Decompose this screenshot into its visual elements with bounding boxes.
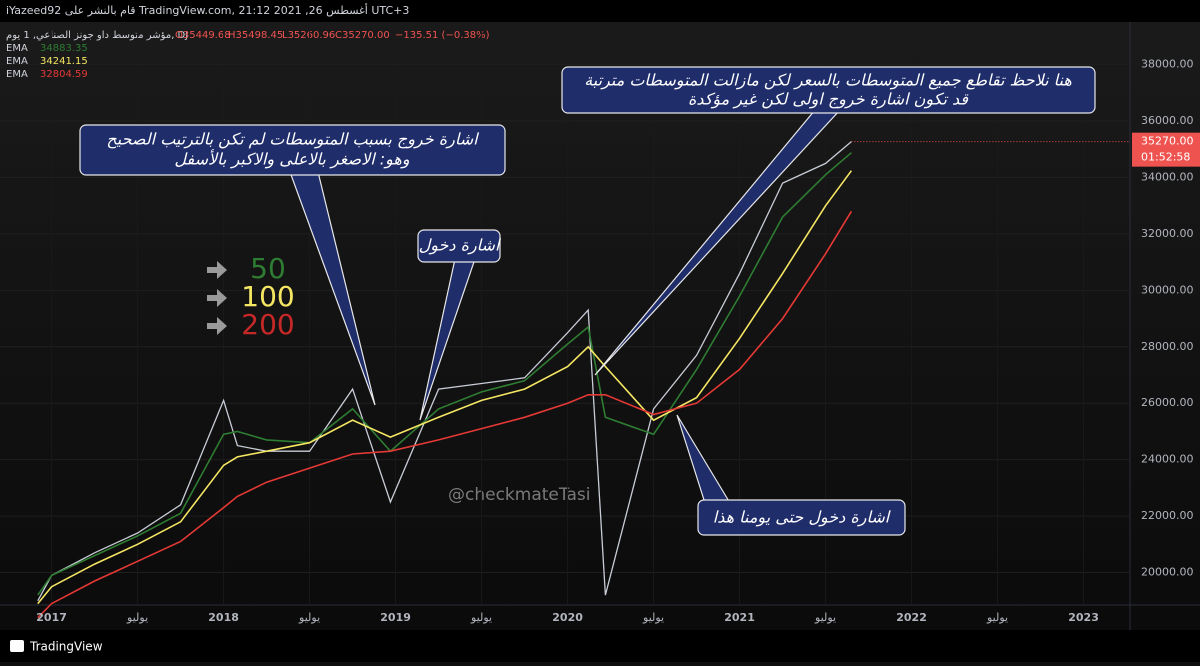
publisher: iYazeed92 قام بالنشر على TradingView.com… bbox=[6, 3, 409, 17]
y-tick-label: 34000.00 bbox=[1141, 170, 1194, 183]
callout-box bbox=[79, 124, 506, 176]
x-tick-label: يوليو bbox=[298, 611, 320, 624]
y-tick-label: 26000.00 bbox=[1141, 396, 1194, 409]
callout: اشارة دخول حتى يومنا هذا bbox=[676, 414, 906, 536]
callout: هنا نلاحظ تقاطع جميع المتوسطات بالسعر لك… bbox=[561, 66, 1096, 376]
arrow-icon bbox=[207, 261, 227, 279]
x-tick-label: 2022 bbox=[896, 611, 927, 624]
ema-line bbox=[37, 170, 853, 605]
price-tag-value: 35270.00 bbox=[1141, 135, 1194, 148]
callout-box bbox=[561, 66, 1096, 114]
footer-text: TradingView bbox=[29, 640, 103, 654]
callout-text: قد تكون اشارة خروج اولى لكن غير مؤكدة bbox=[688, 90, 969, 109]
ohlc-high: H35498.45 bbox=[228, 30, 283, 41]
ema-key-label: 200 bbox=[241, 308, 294, 341]
y-tick-label: 36000.00 bbox=[1141, 114, 1194, 127]
symbol: مؤشر متوسط داو جونز الصناعي, 1 يوم, DJ bbox=[6, 30, 188, 41]
price-tag-countdown: 01:52:58 bbox=[1141, 151, 1190, 164]
ema-line bbox=[37, 210, 853, 619]
x-tick-label: 2023 bbox=[1068, 611, 1099, 624]
x-tick-label: يوليو bbox=[470, 611, 492, 624]
ohlc-open: O35449.68 bbox=[175, 30, 231, 41]
y-tick-label: 24000.00 bbox=[1141, 453, 1194, 466]
logo: TradingView bbox=[10, 640, 103, 654]
x-tick-label: يوليو bbox=[986, 611, 1008, 624]
y-tick-label: 30000.00 bbox=[1141, 283, 1194, 296]
callout: اشارة خروج بسبب المتوسطات لم تكن بالترتي… bbox=[79, 124, 506, 406]
ohlc-low: L35260.96 bbox=[282, 30, 335, 41]
callout-box bbox=[697, 499, 906, 536]
callout-text: هنا نلاحظ تقاطع جميع المتوسطات بالسعر لك… bbox=[584, 71, 1072, 90]
price-tag bbox=[1132, 132, 1200, 167]
y-tick-label: 32000.00 bbox=[1141, 227, 1194, 240]
ohlc-change: −135.51 (−0.38%) bbox=[395, 30, 490, 41]
x-tick-label: يوليو bbox=[126, 611, 148, 624]
ohlc-close: C35270.00 bbox=[335, 30, 390, 41]
x-tick-label: 2020 bbox=[552, 611, 583, 624]
callout-text: اشارة دخول حتى يومنا هذا bbox=[713, 508, 891, 527]
ema-key-label: 100 bbox=[241, 280, 294, 313]
x-tick-label: يوليو bbox=[642, 611, 664, 624]
y-tick-label: 20000.00 bbox=[1141, 566, 1194, 579]
legend-value: 32804.59 bbox=[40, 69, 88, 80]
watermark: @checkmateTasi bbox=[448, 485, 590, 505]
y-tick-label: 22000.00 bbox=[1141, 509, 1194, 522]
x-tick-label: يوليو bbox=[814, 611, 836, 624]
legend-name: EMA bbox=[6, 69, 28, 80]
legend-name: EMA bbox=[6, 56, 28, 67]
header-bar bbox=[0, 0, 1200, 22]
x-tick-label: 2021 bbox=[724, 611, 755, 624]
callout-text: وهو: الاصغر بالاعلى والاكبر بالأسفل bbox=[174, 149, 409, 169]
callout-box bbox=[417, 229, 501, 263]
callout: اشارة دخول bbox=[417, 229, 501, 421]
callout-text: اشارة دخول bbox=[419, 236, 501, 255]
logo-icon bbox=[10, 640, 24, 652]
legend-value: 34241.15 bbox=[40, 56, 88, 67]
legend-name: EMA bbox=[6, 43, 28, 54]
y-tick-label: 28000.00 bbox=[1141, 340, 1194, 353]
y-tick-label: 38000.00 bbox=[1141, 58, 1194, 71]
ema-line bbox=[37, 152, 852, 596]
ema-key-label: 50 bbox=[250, 252, 286, 285]
arrow-icon bbox=[207, 317, 227, 335]
x-tick-label: 2017 bbox=[36, 611, 67, 624]
x-tick-label: 2018 bbox=[208, 611, 239, 624]
footer-bar bbox=[0, 630, 1200, 662]
callout-text: اشارة خروج بسبب المتوسطات لم تكن بالترتي… bbox=[106, 130, 479, 149]
arrow-icon bbox=[207, 289, 227, 307]
ohlc: O35449.68 H35498.45 L35260.96 C35270.00 … bbox=[175, 30, 490, 41]
price-line bbox=[37, 141, 852, 602]
legend-value: 34883.35 bbox=[40, 43, 88, 54]
x-tick-label: 2019 bbox=[380, 611, 411, 624]
